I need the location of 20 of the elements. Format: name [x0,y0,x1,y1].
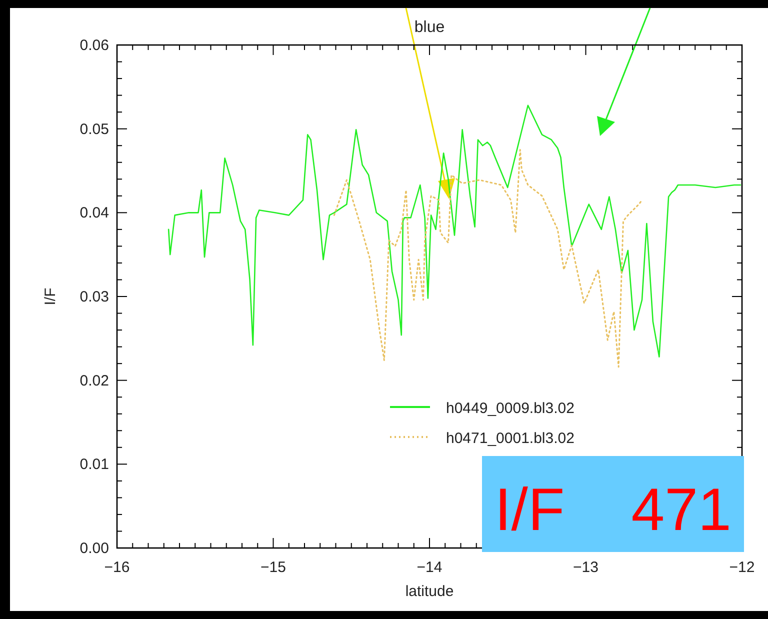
line-series [333,149,643,368]
y-tick-label: 0.05 [80,120,109,138]
y-axis-title: I/F [42,288,59,306]
y-tick-label: 0.04 [80,204,109,222]
legend-label: h0449_0009.bl3.02 [446,400,574,417]
line-series [168,104,742,358]
legend-label: h0471_0001.bl3.02 [446,430,574,447]
x-axis-title: latitude [405,583,454,600]
x-tick-label: −15 [260,559,286,576]
y-tick-label: 0.06 [80,37,109,54]
y-tick-label: 0.01 [80,456,109,474]
x-tick-label: −16 [104,559,130,576]
chart-title: blue [414,19,445,36]
x-tick-label: −14 [416,559,442,576]
x-tick-label: −12 [729,559,755,576]
y-tick-label: 0.00 [80,540,109,557]
annotation: I/F 471 [494,476,732,543]
x-tick-label: −13 [573,559,598,576]
y-tick-label: 0.03 [80,288,109,306]
y-tick-label: 0.02 [80,372,109,390]
